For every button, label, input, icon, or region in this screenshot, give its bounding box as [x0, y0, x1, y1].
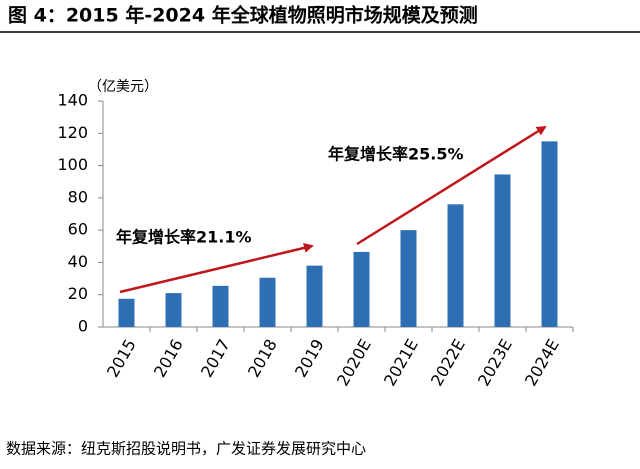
bar [447, 204, 464, 327]
annotation: 年复增长率25.5% [328, 145, 464, 164]
y-tick-label: 80 [68, 187, 88, 206]
y-tick-label: 60 [68, 220, 88, 239]
bar [212, 285, 229, 327]
source-note: 数据来源：纽克斯招股说明书，广发证券发展研究中心 [6, 440, 366, 458]
x-tick-label: 2019 [291, 336, 328, 381]
x-tick-label: 2022E [427, 336, 469, 390]
y-tick-label: 140 [57, 91, 88, 110]
x-tick-label: 2024E [521, 336, 563, 390]
x-tick-label: 2017 [197, 336, 234, 381]
x-tick-label: 2016 [150, 336, 187, 381]
bar [541, 141, 558, 327]
bar [165, 293, 182, 327]
x-tick-label: 2020E [333, 336, 375, 390]
bar [118, 298, 135, 327]
y-tick-label: 40 [68, 252, 88, 271]
y-tick-label: 20 [68, 284, 88, 303]
bar [400, 230, 417, 327]
chart-title: 图 4：2015 年-2024 年全球植物照明市场规模及预测 [8, 4, 478, 27]
x-tick-label: 2015 [103, 336, 140, 381]
bar [259, 277, 276, 327]
x-tick-label: 2021E [380, 336, 422, 390]
trend-arrow [356, 125, 547, 246]
trend-arrow [119, 243, 314, 294]
bar [494, 174, 511, 327]
x-tick-label: 2018 [244, 336, 281, 381]
y-tick-label: 0 [78, 317, 88, 336]
bar [306, 265, 323, 327]
annotation: 年复增长率21.1% [116, 228, 252, 247]
y-tick-label: 120 [57, 123, 88, 142]
x-tick-label: 2023E [474, 336, 516, 390]
unit-label: （亿美元） [88, 79, 158, 95]
bar [353, 251, 370, 327]
y-tick-label: 100 [57, 155, 88, 174]
